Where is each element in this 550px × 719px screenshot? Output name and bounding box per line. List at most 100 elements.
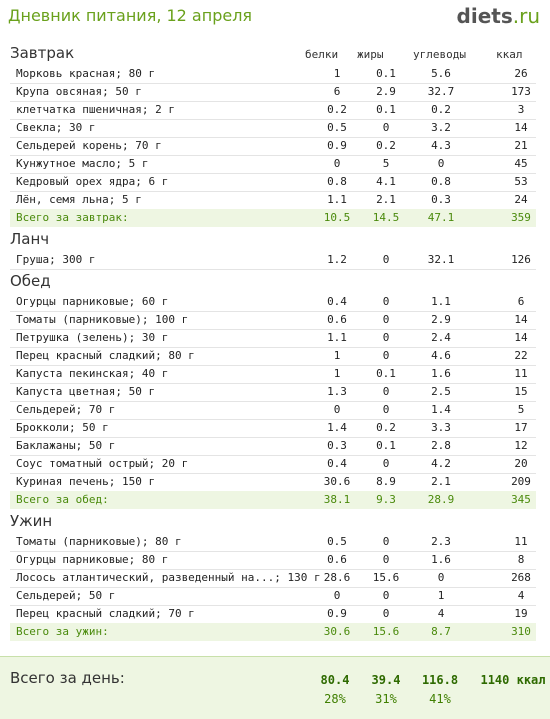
carbs-value: 4.3: [431, 139, 451, 152]
carbs-value: 2.8: [431, 439, 451, 452]
kcal-value: 126: [511, 253, 531, 266]
fat-value: 0.1: [376, 439, 396, 452]
protein-value: 0.9: [327, 139, 347, 152]
food-name[interactable]: Груша; 300 г: [16, 253, 96, 266]
carbs-value: 32.1: [427, 253, 455, 266]
carbs-value: 1.1: [431, 295, 451, 308]
fat-value: 0.1: [376, 103, 396, 116]
carbs-value: 0.2: [431, 103, 451, 116]
protein-value: 1.2: [327, 253, 347, 266]
food-row: Петрушка (зелень); 30 г 1.1 0 2.4 14: [10, 329, 536, 348]
fat-value: 0: [382, 349, 390, 362]
food-row: Лён, семя льна; 5 г 1.1 2.1 0.3 24: [10, 191, 536, 210]
food-row: Соус томатный острый; 20 г 0.4 0 4.2 20: [10, 455, 536, 474]
carbs-value: 2.1: [431, 475, 451, 488]
carbs-value: 4.2: [431, 457, 451, 470]
fat-value: 0: [382, 457, 390, 470]
food-name[interactable]: Сельдерей; 70 г: [16, 403, 116, 416]
food-name[interactable]: Кунжутное масло; 5 г: [16, 157, 149, 170]
fat-value: 0: [382, 313, 390, 326]
food-name[interactable]: Куриная печень; 150 г: [16, 475, 156, 488]
food-name[interactable]: Лён, семя льна; 5 г: [16, 193, 142, 206]
carbs-value: 3.2: [431, 121, 451, 134]
food-name[interactable]: Лосось атлантический, разведенный на...;…: [16, 571, 321, 584]
carbs-value: 1: [437, 589, 445, 602]
food-name[interactable]: Томаты (парниковые); 100 г: [16, 313, 189, 326]
carbs-value: 3.3: [431, 421, 451, 434]
food-name[interactable]: Огурцы парниковые; 60 г: [16, 295, 169, 308]
protein-value: 1.1: [327, 331, 347, 344]
protein-value: 0.5: [327, 535, 347, 548]
kcal-value: 14: [514, 313, 528, 326]
protein-value: 1: [333, 67, 341, 80]
carbs-value: 1.6: [431, 367, 451, 380]
food-row: Сельдерей корень; 70 г 0.9 0.2 4.3 21: [10, 137, 536, 156]
day-fat: 39.4: [371, 673, 401, 687]
kcal-value: 45: [514, 157, 528, 170]
day-carbs-pct: 41%: [429, 692, 451, 706]
day-total-label: Всего за день:: [10, 669, 125, 687]
colhead-kcal: ккал: [496, 48, 523, 61]
colhead-carbs: углеводы: [413, 48, 466, 61]
kcal-value: 14: [514, 331, 528, 344]
day-kcal: 1140 ккал: [480, 673, 546, 687]
food-row: Кунжутное масло; 5 г 0 5 0 45: [10, 155, 536, 174]
kcal-value: 53: [514, 175, 528, 188]
food-row: Крупа овсяная; 50 г 6 2.9 32.7 173: [10, 83, 536, 102]
food-name[interactable]: Морковь красная; 80 г: [16, 67, 156, 80]
food-name[interactable]: Сельдерей; 50 г: [16, 589, 116, 602]
food-row: Брокколи; 50 г 1.4 0.2 3.3 17: [10, 419, 536, 438]
logo-tld: .ru: [512, 4, 540, 28]
total-protein: 30.6: [323, 625, 351, 638]
food-name[interactable]: Свекла; 30 г: [16, 121, 96, 134]
food-name[interactable]: Петрушка (зелень); 30 г: [16, 331, 169, 344]
food-name[interactable]: клетчатка пшеничная; 2 г: [16, 103, 175, 116]
section-total-row: Всего за завтрак: 10.5 14.5 47.1 359: [10, 209, 536, 227]
kcal-value: 15: [514, 385, 528, 398]
carbs-value: 4: [437, 607, 445, 620]
total-fat: 9.3: [376, 493, 396, 506]
fat-value: 0: [382, 589, 390, 602]
kcal-value: 12: [514, 439, 528, 452]
protein-value: 0.6: [327, 313, 347, 326]
colhead-protein: белки: [305, 48, 339, 61]
food-name[interactable]: Баклажаны; 50 г: [16, 439, 116, 452]
food-row: Огурцы парниковые; 80 г 0.6 0 1.6 8: [10, 551, 536, 570]
food-name[interactable]: Кедровый орех ядра; 6 г: [16, 175, 169, 188]
food-row: Томаты (парниковые); 100 г 0.6 0 2.9 14: [10, 311, 536, 330]
fat-value: 0: [382, 403, 390, 416]
food-name[interactable]: Брокколи; 50 г: [16, 421, 109, 434]
food-name[interactable]: Сельдерей корень; 70 г: [16, 139, 162, 152]
fat-value: 0: [382, 385, 390, 398]
fat-value: 0: [382, 553, 390, 566]
kcal-value: 4: [517, 589, 525, 602]
protein-value: 30.6: [323, 475, 351, 488]
food-name[interactable]: Томаты (парниковые); 80 г: [16, 535, 182, 548]
food-row: Капуста цветная; 50 г 1.3 0 2.5 15: [10, 383, 536, 402]
protein-value: 0: [333, 403, 341, 416]
carbs-value: 2.9: [431, 313, 451, 326]
food-name[interactable]: Соус томатный острый; 20 г: [16, 457, 189, 470]
food-row: Капуста пекинская; 40 г 1 0.1 1.6 11: [10, 365, 536, 384]
kcal-value: 5: [517, 403, 525, 416]
food-name[interactable]: Огурцы парниковые; 80 г: [16, 553, 169, 566]
food-name[interactable]: Перец красный сладкий; 70 г: [16, 607, 195, 620]
food-name[interactable]: Крупа овсяная; 50 г: [16, 85, 142, 98]
food-name[interactable]: Перец красный сладкий; 80 г: [16, 349, 195, 362]
day-fat-pct: 31%: [375, 692, 397, 706]
food-row: Перец красный сладкий; 70 г 0.9 0 4 19: [10, 605, 536, 624]
kcal-value: 8: [517, 553, 525, 566]
protein-value: 1.3: [327, 385, 347, 398]
carbs-value: 32.7: [427, 85, 455, 98]
fat-value: 8.9: [376, 475, 396, 488]
site-logo[interactable]: diets.ru: [457, 4, 540, 28]
fat-value: 0: [382, 331, 390, 344]
kcal-value: 19: [514, 607, 528, 620]
food-name[interactable]: Капуста пекинская; 40 г: [16, 367, 169, 380]
food-name[interactable]: Капуста цветная; 50 г: [16, 385, 156, 398]
protein-value: 0.4: [327, 295, 347, 308]
kcal-value: 22: [514, 349, 528, 362]
fat-value: 0: [382, 253, 390, 266]
protein-value: 0: [333, 589, 341, 602]
food-row: Томаты (парниковые); 80 г 0.5 0 2.3 11: [10, 533, 536, 552]
